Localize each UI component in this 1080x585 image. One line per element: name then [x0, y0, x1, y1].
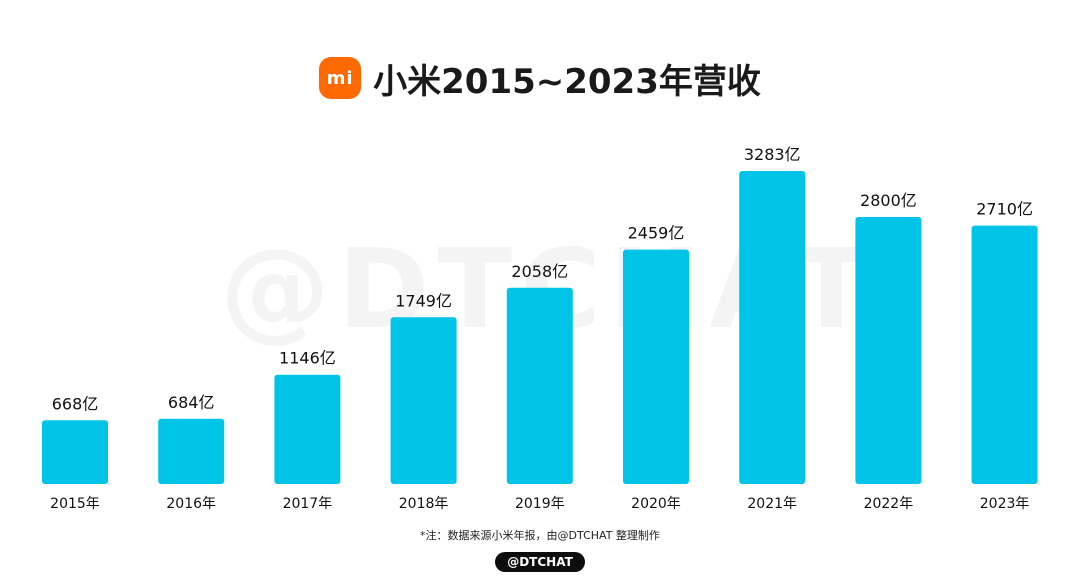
- bar-2017年: [274, 374, 341, 484]
- bar-2019年: [506, 287, 573, 484]
- chart-header: mi 小米2015~2023年营收: [0, 50, 1080, 106]
- bar-2023年: [971, 225, 1038, 484]
- bar-2016年: [158, 418, 225, 484]
- x-tick-label: 2016年: [166, 496, 216, 512]
- bar-2021年: [739, 171, 806, 484]
- author-badge: @DTCHAT: [495, 552, 585, 572]
- bar-2015年: [42, 420, 108, 484]
- x-tick-label: 2015年: [50, 496, 100, 512]
- bar-2022年: [855, 217, 922, 484]
- data-label: 2058亿: [511, 262, 568, 281]
- x-tick-label: 2017年: [283, 496, 333, 512]
- data-label: 1146亿: [279, 349, 336, 368]
- data-label: 3283亿: [744, 145, 801, 164]
- data-label: 668亿: [52, 394, 99, 413]
- data-label: 1749亿: [395, 291, 452, 310]
- x-tick-label: 2021年: [747, 496, 797, 512]
- bar-2018年: [390, 317, 457, 484]
- x-tick-label: 2020年: [631, 496, 681, 512]
- chart-title: 小米2015~2023年营收: [373, 61, 761, 102]
- x-tick-label: 2022年: [864, 496, 914, 512]
- x-tick-label: 2023年: [980, 496, 1030, 512]
- x-tick-label: 2019年: [515, 496, 565, 512]
- data-label: 684亿: [168, 393, 215, 412]
- data-label: 2459亿: [628, 224, 685, 243]
- data-label: 2800亿: [860, 191, 917, 210]
- data-label: 2710亿: [976, 200, 1033, 219]
- bar-2020年: [623, 249, 689, 484]
- xiaomi-logo-icon: mi: [319, 57, 362, 99]
- source-footnote: *注：数据来源小米年报，由@DTCHAT 整理制作: [420, 529, 660, 542]
- x-tick-label: 2018年: [399, 496, 449, 512]
